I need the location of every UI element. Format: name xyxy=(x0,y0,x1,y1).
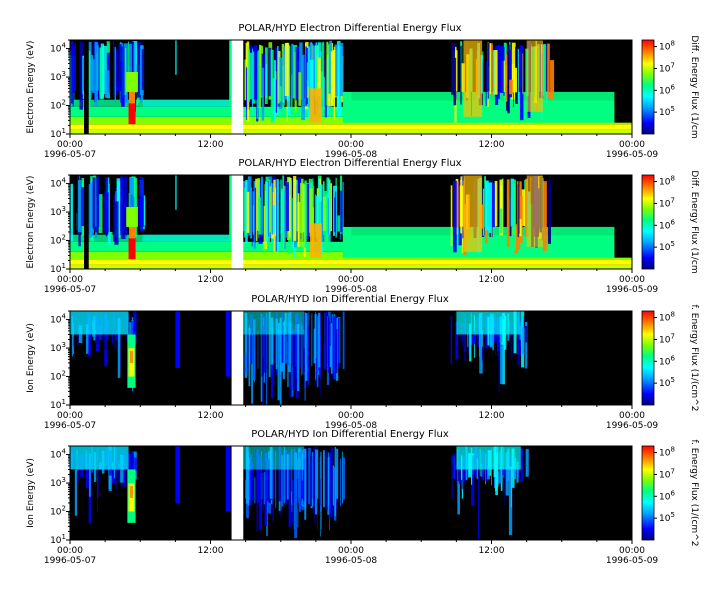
x-tick-label: 12:00 xyxy=(479,411,505,421)
spectrogram-image xyxy=(70,175,632,269)
colorbar xyxy=(641,445,655,541)
x-tick-label: 00:00 xyxy=(338,275,364,285)
spectrogram-panel-1: POLAR/HYD Electron Differential Energy F… xyxy=(26,23,699,160)
x-date-label: 1996-05-07 xyxy=(44,556,96,566)
x-date-label: 1996-05-07 xyxy=(44,421,96,431)
x-tick-label: 00:00 xyxy=(57,140,83,150)
data-gap xyxy=(231,175,244,269)
colorbar xyxy=(641,174,655,270)
x-tick-label: 00:00 xyxy=(619,140,645,150)
panel-title: POLAR/HYD Electron Differential Energy F… xyxy=(238,158,461,169)
colorbar-tick-label: 106 xyxy=(659,83,675,96)
panel-title: POLAR/HYD Ion Differential Energy Flux xyxy=(251,429,449,440)
x-tick-label: 12:00 xyxy=(198,411,224,421)
x-date-label: 1996-05-09 xyxy=(606,285,659,295)
x-tick-label: 00:00 xyxy=(338,546,364,556)
y-tick-label: 101 xyxy=(50,533,66,546)
y-tick-label: 104 xyxy=(50,42,66,55)
x-tick-label: 00:00 xyxy=(338,140,364,150)
x-date-label: 1996-05-08 xyxy=(325,285,378,295)
x-date-label: 1996-05-09 xyxy=(606,556,659,566)
panel-title: POLAR/HYD Ion Differential Energy Flux xyxy=(251,294,449,305)
colorbar-tick-label: 106 xyxy=(659,218,675,231)
y-tick-label: 103 xyxy=(50,205,66,218)
colorbar xyxy=(641,39,655,135)
colorbar-tick-label: 108 xyxy=(659,311,675,324)
data-gap xyxy=(231,446,244,540)
x-date-label: 1996-05-07 xyxy=(44,285,96,295)
colorbar-label: Diff. Energy Flux (1/cm xyxy=(689,170,699,273)
colorbar-tick-label: 107 xyxy=(659,467,675,480)
spectrogram-panel-3: POLAR/HYD Ion Differential Energy Flux 10… xyxy=(26,294,699,431)
y-tick-label: 104 xyxy=(50,177,66,190)
spectrogram-image xyxy=(70,446,632,540)
colorbar-label: f. Energy Flux (1/(cm^2 xyxy=(689,305,699,412)
x-date-label: 1996-05-08 xyxy=(325,150,378,160)
x-tick-label: 12:00 xyxy=(198,140,224,150)
colorbar-tick-label: 107 xyxy=(659,196,675,209)
x-tick-label: 12:00 xyxy=(479,140,505,150)
colorbar-tick-label: 106 xyxy=(659,354,675,367)
data-gap xyxy=(231,40,244,134)
spectrogram-image xyxy=(70,311,632,405)
x-tick-label: 12:00 xyxy=(198,546,224,556)
x-tick-label: 00:00 xyxy=(57,411,83,421)
x-date-label: 1996-05-08 xyxy=(325,421,378,431)
colorbar-tick-label: 105 xyxy=(659,376,675,389)
colorbar-tick-label: 105 xyxy=(659,240,675,253)
y-tick-label: 101 xyxy=(50,127,66,140)
colorbar-tick-label: 105 xyxy=(659,105,675,118)
data-gap xyxy=(231,311,244,405)
y-tick-label: 101 xyxy=(50,398,66,411)
y-axis-label: Electron Energy (eV) xyxy=(26,41,36,134)
colorbar-tick-label: 108 xyxy=(659,446,675,459)
x-date-label: 1996-05-09 xyxy=(606,421,659,431)
x-date-label: 1996-05-09 xyxy=(606,150,659,160)
colorbar-tick-label: 108 xyxy=(659,40,675,53)
colorbar-label: f. Energy Flux (1/(cm^2 xyxy=(689,440,699,547)
x-tick-label: 00:00 xyxy=(619,411,645,421)
x-date-label: 1996-05-07 xyxy=(44,150,96,160)
spectrogram-panel-4: POLAR/HYD Ion Differential Energy Flux 10… xyxy=(26,429,699,566)
x-tick-label: 00:00 xyxy=(57,275,83,285)
y-tick-label: 103 xyxy=(50,476,66,489)
y-tick-label: 104 xyxy=(50,313,66,326)
x-tick-label: 00:00 xyxy=(619,275,645,285)
y-tick-label: 104 xyxy=(50,448,66,461)
spectrogram-image xyxy=(70,40,632,134)
y-tick-label: 102 xyxy=(50,234,66,247)
y-tick-label: 102 xyxy=(50,505,66,518)
y-tick-label: 103 xyxy=(50,70,66,83)
x-tick-label: 00:00 xyxy=(619,546,645,556)
spectrogram-panel-2: POLAR/HYD Electron Differential Energy F… xyxy=(26,158,699,295)
colorbar-tick-label: 107 xyxy=(659,332,675,345)
y-tick-label: 101 xyxy=(50,262,66,275)
y-axis-label: Electron Energy (eV) xyxy=(26,176,36,269)
y-axis-label: Ion Energy (eV) xyxy=(26,323,36,393)
y-tick-label: 102 xyxy=(50,370,66,383)
colorbar-tick-label: 105 xyxy=(659,511,675,524)
y-tick-label: 103 xyxy=(50,341,66,354)
panel-title: POLAR/HYD Electron Differential Energy F… xyxy=(238,23,461,34)
colorbar-tick-label: 106 xyxy=(659,489,675,502)
x-tick-label: 12:00 xyxy=(479,546,505,556)
x-tick-label: 00:00 xyxy=(57,546,83,556)
x-tick-label: 12:00 xyxy=(198,275,224,285)
x-tick-label: 00:00 xyxy=(338,411,364,421)
y-axis-label: Ion Energy (eV) xyxy=(26,458,36,528)
x-date-label: 1996-05-08 xyxy=(325,556,378,566)
x-tick-label: 12:00 xyxy=(479,275,505,285)
colorbar xyxy=(641,310,655,406)
colorbar-label: Diff. Energy Flux (1/cm xyxy=(689,35,699,138)
y-tick-label: 102 xyxy=(50,99,66,112)
colorbar-tick-label: 108 xyxy=(659,175,675,188)
colorbar-tick-label: 107 xyxy=(659,61,675,74)
